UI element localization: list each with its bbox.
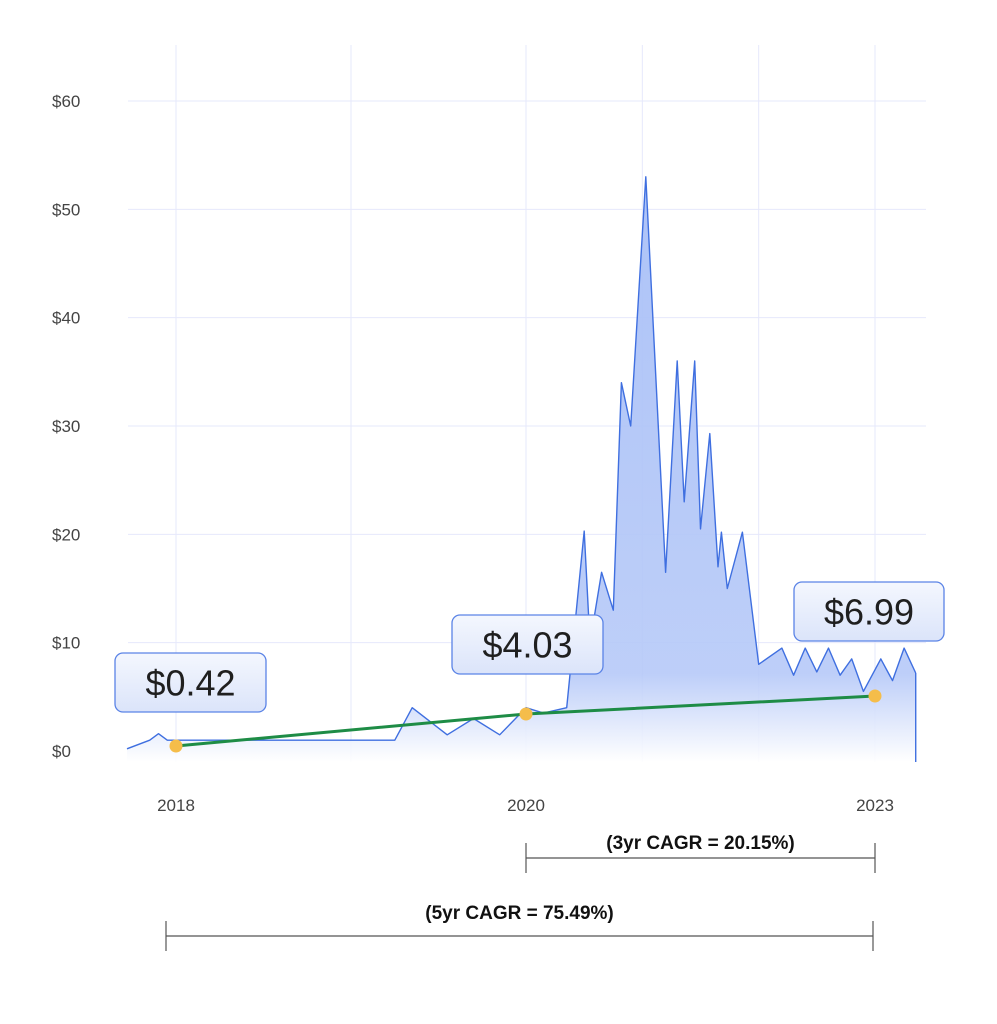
x-tick-label: 2018 [157, 796, 195, 815]
y-tick-label: $50 [52, 200, 80, 219]
value-callout-label: $0.42 [145, 663, 235, 704]
y-tick-label: $40 [52, 309, 80, 328]
y-tick-label: $20 [52, 525, 80, 544]
value-callout-box [114, 652, 267, 713]
value-callout-box [451, 614, 604, 675]
value-callout-label: $6.99 [824, 592, 914, 633]
cagr-label: (3yr CAGR = 20.15%) [606, 833, 795, 854]
cagr-label: (5yr CAGR = 75.49%) [425, 903, 614, 924]
y-tick-label: $0 [52, 742, 71, 761]
cagr-brackets: (3yr CAGR = 20.15%) (5yr CAGR = 75.49%) [165, 833, 876, 951]
x-axis-ticks: 2018 2020 2023 [157, 796, 894, 815]
y-tick-label: $60 [52, 92, 80, 111]
y-tick-label: $30 [52, 417, 80, 436]
value-callouts: $0.42 $4.03 $6.99 [114, 581, 945, 713]
y-axis-ticks: $0 $10 $20 $30 $40 $50 $60 [52, 92, 80, 761]
area-fill [127, 176, 916, 763]
annotation-markers [169, 689, 882, 753]
annotation-marker [519, 707, 533, 721]
annotation-marker [868, 689, 882, 703]
area-outline [126, 176, 917, 750]
x-tick-label: 2020 [507, 796, 545, 815]
value-callout-label: $4.03 [482, 625, 572, 666]
price-area-series [126, 176, 917, 763]
annotation-marker [169, 739, 183, 753]
value-callout-box [793, 581, 945, 642]
x-tick-label: 2023 [856, 796, 894, 815]
y-tick-label: $10 [52, 634, 80, 653]
